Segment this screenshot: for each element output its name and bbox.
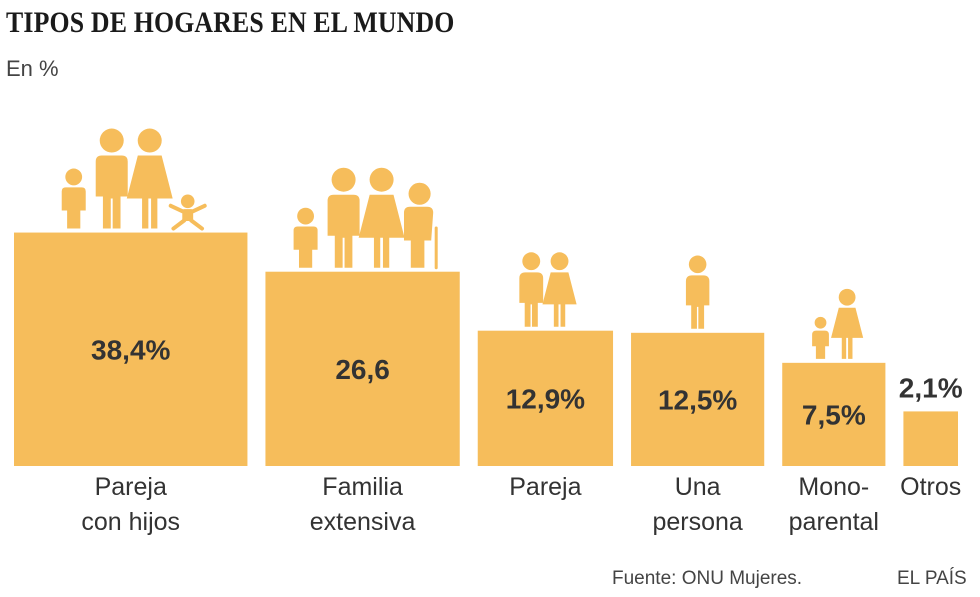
category-label-4-line-2: persona (652, 508, 742, 536)
value-label-2: 26,6 (335, 354, 390, 385)
baby-icon (168, 194, 207, 231)
value-label-5: 7,5% (802, 399, 866, 430)
bar-4 (631, 332, 765, 466)
bar-1 (14, 232, 248, 466)
man-icon (685, 255, 710, 329)
bar-5 (782, 362, 886, 466)
elder-icon (403, 182, 438, 270)
category-label-1-line-1: Pareja (95, 473, 167, 501)
brand-credit: EL PAÍS (897, 568, 967, 589)
category-label-2-line-1: Familia (322, 473, 403, 501)
value-label-3: 12,9% (506, 383, 585, 414)
chart-title: TIPOS DE HOGARES EN EL MUNDO (6, 6, 455, 39)
man-icon (327, 167, 360, 268)
value-label-4: 12,5% (658, 384, 737, 415)
woman-icon (126, 128, 173, 229)
child-icon (293, 207, 318, 268)
woman-icon (358, 167, 405, 268)
category-label-1-line-2: con hijos (81, 508, 180, 536)
child-icon (812, 316, 829, 359)
source-note: Fuente: ONU Mujeres. (612, 568, 803, 589)
woman-icon (831, 288, 864, 359)
man-icon (95, 128, 128, 229)
category-label-3: Pareja (509, 473, 581, 501)
man-icon (519, 252, 544, 327)
value-label-6: 2,1% (899, 372, 963, 403)
value-label-1: 38,4% (91, 334, 170, 365)
bar-3 (477, 330, 614, 466)
woman-icon (542, 252, 577, 327)
category-label-6: Otros (900, 473, 961, 501)
category-label-4-line-1: Una (675, 473, 721, 501)
child-icon (61, 168, 86, 229)
bar-6 (903, 411, 958, 466)
category-label-2-line-2: extensiva (310, 508, 416, 536)
category-label-5-line-2: parental (789, 508, 879, 536)
chart-subtitle: En % (6, 56, 59, 81)
category-label-5-line-1: Mono- (798, 473, 869, 501)
bar-2 (265, 271, 460, 466)
